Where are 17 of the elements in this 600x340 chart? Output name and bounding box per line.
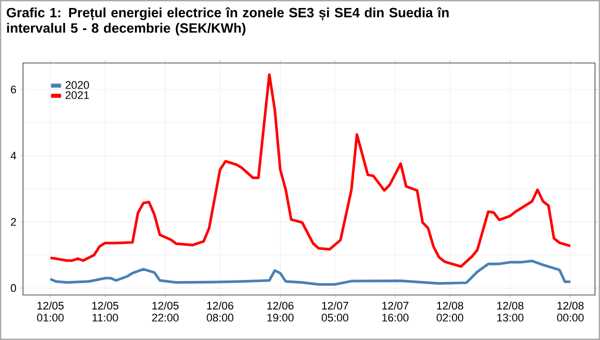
y-tick-label: 4: [10, 152, 16, 160]
chart-title: Grafic 1: Prețul energiei electrice în zonele SE3 și SE4 din Suedia în intervalul 5 - 8 decembrie (SEK/KWh): [6, 7, 449, 36]
x-tick-label: 12/05 11:00: [92, 302, 118, 322]
x-tick-label: 12/08 00:00: [557, 302, 584, 322]
legend-label: 2020: [66, 81, 89, 89]
x-tick-label: 12/06 19:00: [267, 302, 294, 322]
y-tick-label: 2: [10, 218, 16, 226]
y-tick-label: 0: [10, 284, 16, 292]
y-tick-label: 6: [10, 86, 16, 94]
x-tick-label: 12/07 05:00: [322, 302, 348, 322]
x-tick-label: 12/05 01:00: [37, 302, 64, 322]
x-tick-label: 12/05 22:00: [152, 302, 179, 322]
x-tick-label: 12/06 08:00: [206, 302, 234, 322]
x-tick-label: 12/08 02:00: [436, 302, 464, 322]
legend-label: 2021: [66, 91, 89, 100]
x-tick-label: 12/08 13:00: [497, 302, 524, 322]
x-tick-label: 12/07 16:00: [382, 302, 408, 322]
